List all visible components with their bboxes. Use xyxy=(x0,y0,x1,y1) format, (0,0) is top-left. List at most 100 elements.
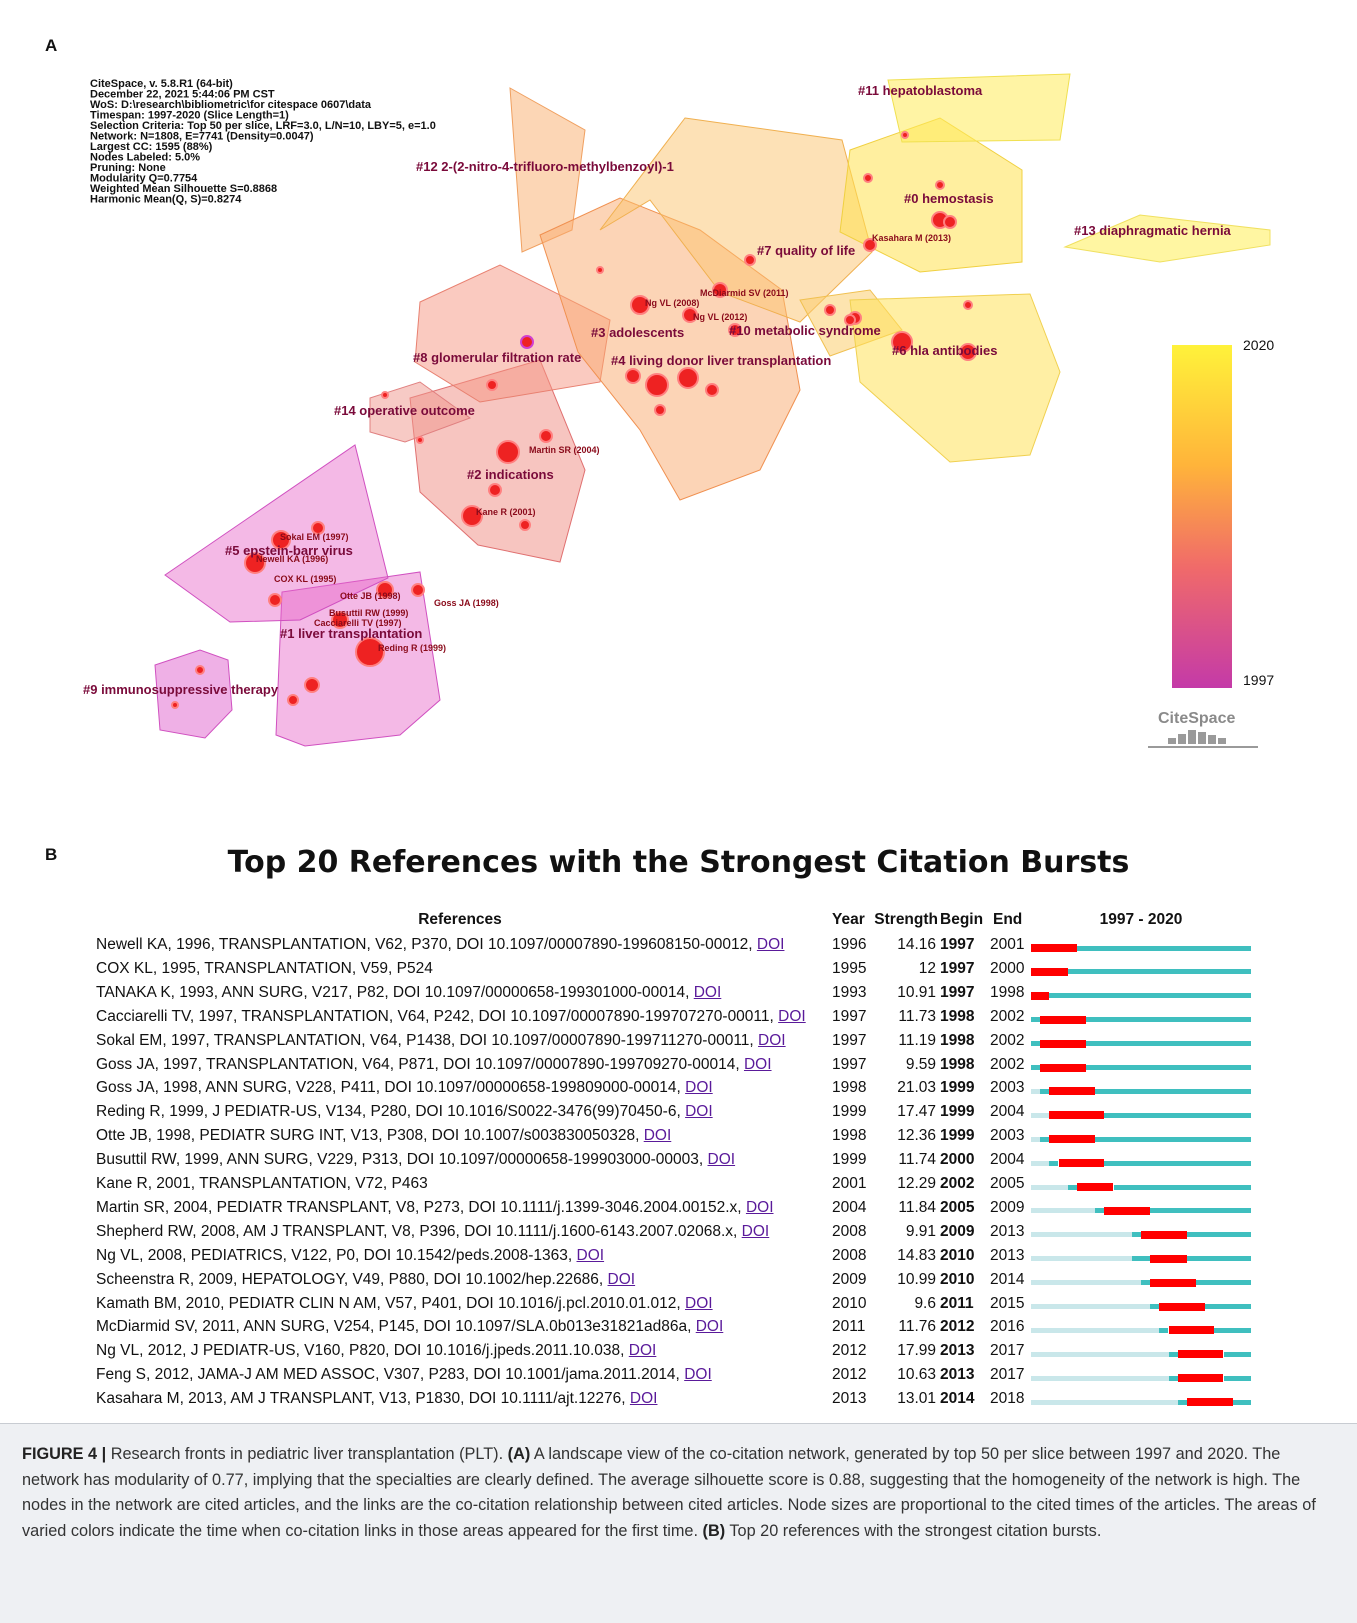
doi-link[interactable]: DOI xyxy=(745,1198,774,1216)
doi-link[interactable]: DOI xyxy=(693,983,722,1001)
reference-text: Ng VL, 2008, PEDIATRICS, V122, P0, DOI 1… xyxy=(96,1246,573,1264)
active-bar xyxy=(1232,1399,1251,1405)
caption-text: Research fronts in pediatric liver trans… xyxy=(110,1445,504,1463)
node xyxy=(891,331,913,353)
end: 2004 xyxy=(990,1103,1025,1121)
doi-link[interactable]: DOI xyxy=(756,936,785,953)
pre-publication-bar xyxy=(1031,1399,1178,1405)
end: 2016 xyxy=(990,1318,1025,1336)
node xyxy=(863,238,877,252)
active-bar xyxy=(1196,1280,1251,1286)
node xyxy=(519,519,531,531)
doi-link[interactable]: DOI xyxy=(695,1318,724,1336)
reference-text: Goss JA, 1998, ANN SURG, V228, P411, DOI… xyxy=(96,1079,681,1097)
begin: 2002 xyxy=(940,1175,975,1192)
reference-text: Ng VL, 2012, J PEDIATR-US, V160, P820, D… xyxy=(96,1342,625,1360)
reference: Ng VL, 2012, J PEDIATR-US, V160, P820, D… xyxy=(96,1341,656,1361)
info-line: Selection Criteria: Top 50 per slice, LR… xyxy=(90,120,436,132)
reference-text: Martin SR, 2004, PEDIATR TRANSPLANT, V8,… xyxy=(96,1198,742,1216)
strength: 11.84 xyxy=(898,1198,936,1216)
reference-text: Feng S, 2012, JAMA-J AM MED ASSOC, V307,… xyxy=(96,1366,680,1384)
active-bar xyxy=(1168,1375,1178,1381)
begin: 1998 xyxy=(940,1007,975,1025)
end: 2005 xyxy=(990,1175,1025,1192)
strength: 14.16 xyxy=(897,936,936,953)
node xyxy=(381,391,389,399)
doi-link[interactable]: DOI xyxy=(685,1103,713,1121)
reference: Scheenstra R, 2009, HEPATOLOGY, V49, P88… xyxy=(96,1270,635,1290)
reference: McDiarmid SV, 2011, ANN SURG, V254, P145… xyxy=(96,1317,723,1337)
doi-link[interactable]: DOI xyxy=(707,1151,736,1169)
reference: Shepherd RW, 2008, AM J TRANSPLANT, V8, … xyxy=(96,1222,769,1242)
node xyxy=(244,552,266,574)
node xyxy=(959,343,977,361)
burst-bar xyxy=(1049,1135,1096,1144)
year: 1997 xyxy=(832,1007,867,1025)
strength: 12.29 xyxy=(897,1175,936,1192)
strength: 11.74 xyxy=(898,1151,936,1169)
reference: Kane R, 2001, TRANSPLANTATION, V72, P463 xyxy=(96,1174,428,1194)
node xyxy=(271,530,291,550)
info-line: WoS: D:\research\bibliometric\for citesp… xyxy=(90,99,372,111)
year: 2013 xyxy=(832,1390,867,1408)
reference-text: Reding R, 1999, J PEDIATR-US, V134, P280… xyxy=(96,1103,681,1121)
strength: 14.83 xyxy=(897,1246,936,1264)
begin: 2009 xyxy=(940,1222,975,1240)
active-bar xyxy=(1067,969,1251,975)
node xyxy=(461,505,483,527)
node-label: Busuttil RW (1999) xyxy=(329,608,408,618)
burst-bar xyxy=(1040,1039,1086,1048)
node xyxy=(171,701,179,709)
node xyxy=(677,367,699,389)
doi-link[interactable]: DOI xyxy=(743,1055,772,1073)
doi-link[interactable]: DOI xyxy=(778,1007,806,1025)
active-bar xyxy=(1040,1088,1050,1094)
hull xyxy=(599,117,873,323)
node xyxy=(682,307,698,323)
pre-publication-bar xyxy=(1031,1351,1169,1357)
cluster-label: #5 epstein-barr virus xyxy=(225,543,353,558)
doi-link[interactable]: DOI xyxy=(684,1366,712,1384)
active-bar xyxy=(1040,1136,1050,1142)
doi-link[interactable]: DOI xyxy=(643,1127,672,1145)
doi-link[interactable]: DOI xyxy=(576,1246,605,1264)
reference-text: TANAKA K, 1993, ANN SURG, V217, P82, DOI… xyxy=(96,983,690,1001)
doi-link[interactable]: DOI xyxy=(685,1294,713,1312)
reference-text: Kamath BM, 2010, PEDIATR CLIN N AM, V57,… xyxy=(96,1294,681,1312)
begin: 1999 xyxy=(940,1127,975,1145)
end: 2009 xyxy=(990,1198,1025,1216)
reference: Cacciarelli TV, 1997, TRANSPLANTATION, V… xyxy=(96,1007,806,1027)
node xyxy=(901,131,909,139)
doi-link[interactable]: DOI xyxy=(628,1342,657,1360)
node-label: Reding R (1999) xyxy=(378,643,446,653)
node xyxy=(355,637,385,667)
reference: Newell KA, 1996, TRANSPLANTATION, V62, P… xyxy=(96,935,784,955)
active-bar xyxy=(1104,1112,1251,1118)
active-bar xyxy=(1104,1160,1251,1166)
header: Year xyxy=(832,911,865,928)
active-bar xyxy=(1095,1088,1251,1094)
pre-publication-bar xyxy=(1031,1280,1141,1286)
node-label: Kasahara M (2013) xyxy=(872,233,951,243)
active-bar xyxy=(1150,1208,1251,1214)
doi-link[interactable]: DOI xyxy=(607,1270,636,1288)
active-bar xyxy=(1186,1256,1251,1262)
year: 1995 xyxy=(832,959,867,977)
reference: Otte JB, 1998, PEDIATR SURG INT, V13, P3… xyxy=(96,1126,671,1146)
caption-label: FIGURE 4 | xyxy=(22,1445,107,1463)
year: 2012 xyxy=(832,1366,867,1384)
network-map: CiteSpace, v. 5.8.R1 (64-bit) December 2… xyxy=(83,73,1274,748)
end: 2000 xyxy=(990,959,1025,977)
active-bar xyxy=(1086,1041,1251,1047)
header: End xyxy=(993,911,1023,928)
active-bar xyxy=(1159,1327,1169,1333)
active-bar xyxy=(1223,1375,1251,1381)
doi-link[interactable]: DOI xyxy=(629,1390,658,1408)
reference-text: Busuttil RW, 1999, ANN SURG, V229, P313,… xyxy=(96,1151,704,1169)
doi-link[interactable]: DOI xyxy=(758,1031,786,1049)
panel-label: B xyxy=(45,845,58,864)
doi-link[interactable]: DOI xyxy=(741,1222,770,1240)
doi-link[interactable]: DOI xyxy=(685,1079,713,1097)
burst-bar xyxy=(1076,1183,1114,1191)
